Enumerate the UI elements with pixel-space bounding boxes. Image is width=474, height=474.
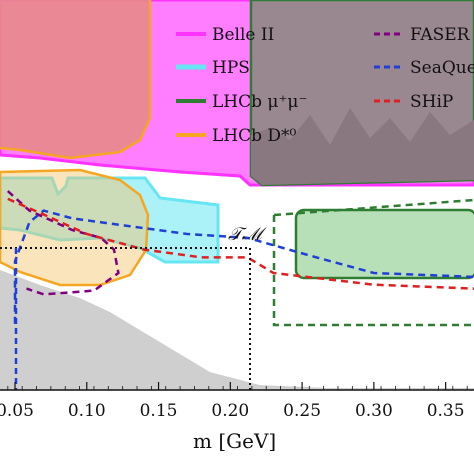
- lhcb-mu-lower-region: [294, 208, 474, 280]
- x-tick-label: 0.10: [68, 401, 106, 421]
- lower-excluded-region: [0, 270, 474, 390]
- legend-label-lhcb-d: LHCb D*⁰: [212, 126, 297, 146]
- hps-region: [0, 176, 220, 264]
- x-tick-label: 0.15: [140, 401, 178, 421]
- x-tick-label: 0.20: [211, 401, 249, 421]
- white-gap-region: [40, 285, 474, 388]
- x-tick-label: 0.25: [283, 401, 321, 421]
- x-tick-label: 0.35: [427, 401, 465, 421]
- legend-label-faser: FASER: [410, 25, 471, 45]
- lhcb-noise-band: [251, 108, 474, 185]
- x-tick-label: 0.05: [0, 401, 34, 421]
- legend-label-hps: HPS: [212, 58, 250, 78]
- lhcb-mu-dashed-box: [272, 198, 474, 327]
- upper-excluded-outline: [0, 0, 152, 160]
- legend-label-ship: SHiP: [410, 92, 453, 112]
- legend-label-lhcb-mu: LHCb μ⁺μ⁻: [212, 92, 307, 112]
- series-faser-curve: [6, 190, 120, 296]
- upper-excluded-region: [0, 0, 150, 158]
- plot-area: [0, 0, 474, 390]
- series-seaquest-curve: [13, 209, 474, 324]
- series-layer: [6, 190, 474, 324]
- legend-label-seaquest: SeaQuest: [410, 58, 474, 78]
- tm-annotation: 𝒯ℳ: [228, 224, 267, 245]
- legend-label-belle2: Belle II: [212, 25, 274, 45]
- legend: Belle II HPS LHCb μ⁺μ⁻ LHCb D*⁰ FASER Se…: [176, 25, 474, 146]
- x-tick-label: 0.30: [355, 401, 393, 421]
- series-ship-curve: [7, 197, 474, 290]
- x-axis-title: m [GeV]: [193, 429, 276, 453]
- x-axis-ticks: 0.05 0.10 0.15 0.20 0.25 0.30 0.35: [0, 382, 468, 421]
